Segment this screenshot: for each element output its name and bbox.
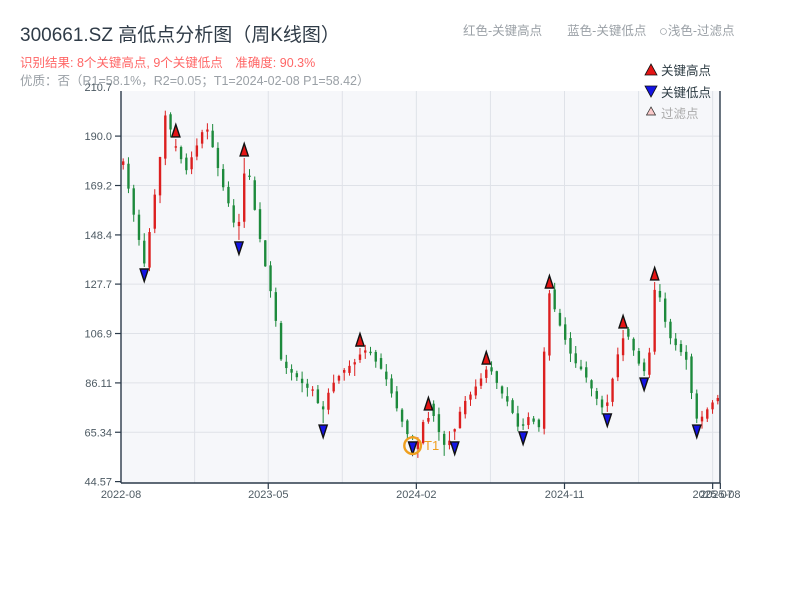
svg-text:关键低点: 关键低点: [661, 86, 711, 100]
svg-text:190.0: 190.0: [84, 131, 112, 143]
svg-text:2024‑11: 2024‑11: [545, 489, 585, 501]
svg-text:关键高点: 关键高点: [661, 63, 711, 78]
svg-text:65.34: 65.34: [84, 427, 112, 439]
svg-text:106.9: 106.9: [84, 329, 112, 341]
svg-text:86.11: 86.11: [85, 378, 112, 390]
svg-text:169.2: 169.2: [84, 181, 112, 193]
svg-text:2022‑08: 2022‑08: [101, 489, 141, 501]
svg-text:过滤点: 过滤点: [661, 107, 699, 121]
svg-text:2023‑05: 2023‑05: [248, 489, 288, 501]
svg-text:127.7: 127.7: [84, 279, 112, 291]
svg-text:148.4: 148.4: [84, 230, 112, 242]
svg-text:44.57: 44.57: [84, 477, 112, 489]
svg-text:210.7: 210.7: [84, 82, 112, 94]
svg-text:2025‑08: 2025‑08: [700, 489, 740, 501]
svg-text:2024‑02: 2024‑02: [396, 489, 436, 501]
svg-text:T1: T1: [424, 438, 439, 453]
